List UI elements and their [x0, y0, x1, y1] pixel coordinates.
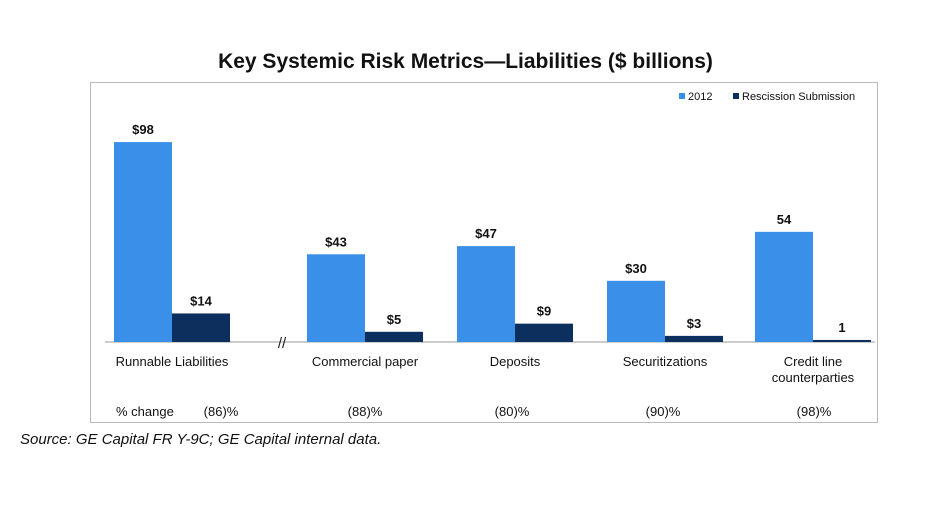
category-label-4-line0: Credit line: [784, 354, 843, 369]
bar-rescission-4: [813, 339, 871, 342]
category-label-1: Commercial paper: [312, 354, 419, 369]
pct-change-label: % change: [116, 404, 174, 419]
pct-change-value-3: (90)%: [646, 404, 681, 419]
bar-2012-0: [114, 142, 172, 342]
pct-change-value-4: (98)%: [797, 404, 832, 419]
pct-change-value-1: (88)%: [348, 404, 383, 419]
chart-title: Key Systemic Risk Metrics—Liabilities ($…: [218, 50, 713, 73]
data-label-2012-2: $47: [475, 226, 497, 241]
bar-2012-3: [607, 280, 665, 342]
bar-rescission-0: [172, 313, 230, 342]
data-label-rescission-1: $5: [387, 312, 401, 327]
bar-rescission-2: [515, 323, 573, 342]
legend-label-rescission: Rescission Submission: [742, 91, 855, 103]
category-label-2: Deposits: [490, 354, 541, 369]
source-note: Source: GE Capital FR Y-9C; GE Capital i…: [20, 431, 382, 448]
legend-swatch-rescission: [733, 93, 739, 99]
chart-frame: [90, 82, 878, 423]
data-label-2012-4: 54: [777, 212, 792, 227]
bar-rescission-3: [665, 335, 723, 342]
bar-2012-1: [307, 254, 365, 342]
bar-2012-4: [755, 231, 813, 342]
category-label-4-line1: counterparties: [772, 370, 855, 385]
data-label-2012-1: $43: [325, 234, 347, 249]
data-label-rescission-3: $3: [687, 316, 701, 331]
pct-change-value-0: (86)%: [204, 404, 239, 419]
data-label-rescission-4: 1: [838, 320, 845, 335]
legend-label-2012: 2012: [688, 91, 712, 103]
axis-break-marker: //: [278, 335, 287, 352]
data-label-2012-3: $30: [625, 261, 647, 276]
bar-2012-2: [457, 246, 515, 342]
pct-change-value-2: (80)%: [495, 404, 530, 419]
category-label-0: Runnable Liabilities: [116, 354, 229, 369]
legend-swatch-2012: [679, 93, 685, 99]
data-label-rescission-0: $14: [190, 293, 212, 308]
category-label-3: Securitizations: [623, 354, 708, 369]
data-label-rescission-2: $9: [537, 304, 551, 319]
bar-rescission-1: [365, 331, 423, 342]
data-label-2012-0: $98: [132, 122, 154, 137]
